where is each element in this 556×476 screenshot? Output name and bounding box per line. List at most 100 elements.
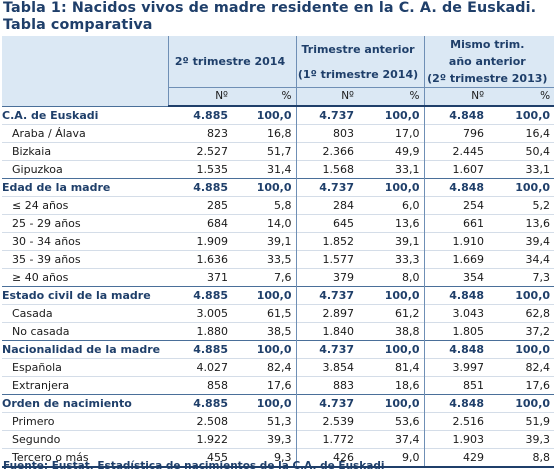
cell-count: 3.997	[424, 358, 489, 377]
cell-count: 1.903	[424, 430, 489, 449]
cell-count: 796	[424, 124, 489, 143]
cell-percent: 82,4	[232, 358, 297, 377]
cell-count: 1.910	[424, 232, 489, 251]
header-group-previous-sublabel: (1º trimestre 2014)	[297, 67, 419, 81]
cell-percent: 31,4	[232, 160, 297, 179]
row-label: Primero	[2, 412, 168, 431]
row-label: Tercero o más	[2, 448, 168, 468]
cell-count: 4.737	[296, 286, 359, 305]
row-label: Bizkaia	[2, 142, 168, 161]
cell-percent: 39,3	[488, 430, 555, 449]
cell-count: 4.737	[296, 105, 359, 125]
cell-count: 426	[296, 448, 359, 468]
cell-count: 4.848	[424, 178, 489, 197]
row-label: Araba / Álava	[2, 124, 168, 143]
cell-percent: 100,0	[358, 286, 425, 305]
table-section-row: Edad de la madre 4.885 100,0 4.737 100,0 4.84…	[2, 178, 555, 197]
cell-count: 1.535	[168, 160, 232, 179]
header-group-current: 2º trimestre 2014	[168, 36, 297, 88]
header-group-current-label: 2º trimestre 2014	[174, 55, 286, 68]
cell-count: 254	[424, 196, 489, 215]
cell-percent: 16,4	[488, 124, 555, 143]
row-label: Extranjera	[2, 376, 168, 395]
cell-percent: 9,3	[232, 448, 297, 468]
cell-count: 1.922	[168, 430, 232, 449]
cell-count: 2.527	[168, 142, 232, 161]
cell-percent: 100,0	[488, 105, 555, 125]
cell-count: 1.669	[424, 250, 489, 269]
cell-count: 851	[424, 376, 489, 395]
cell-count: 429	[424, 448, 489, 468]
cell-percent: 7,3	[488, 268, 555, 287]
cell-count: 1.805	[424, 322, 489, 341]
cell-percent: 14,0	[232, 214, 297, 233]
cell-percent: 100,0	[358, 394, 425, 413]
cell-count: 2.897	[296, 304, 359, 323]
cell-count: 2.516	[424, 412, 489, 431]
cell-percent: 51,3	[232, 412, 297, 431]
cell-percent: 100,0	[358, 178, 425, 197]
title-line-1: Tabla 1: Nacidos vivos de madre resident…	[3, 0, 537, 16]
table-row: Tercero o más 455 9,3 426 9,0 429 8,8	[2, 448, 555, 468]
row-label: Edad de la madre	[2, 178, 168, 197]
table-row: No casada 1.880 38,5 1.840 38,8 1.805 37,2	[2, 322, 555, 341]
cell-percent: 33,1	[358, 160, 425, 179]
cell-percent: 39,1	[232, 232, 297, 251]
cell-count: 379	[296, 268, 359, 287]
cell-percent: 100,0	[488, 178, 555, 197]
header-row-groups: 2º trimestre 2014 Trimestre anterior (1º…	[2, 36, 555, 106]
table-row: ≤ 24 años 285 5,8 284 6,0 254 5,2	[2, 196, 555, 215]
cell-count: 1.568	[296, 160, 359, 179]
table-section-row: Orden de nacimiento 4.885 100,0 4.737 100,0 4…	[2, 394, 555, 413]
cell-percent: 9,0	[358, 448, 425, 468]
table-title: Tabla 1: Nacidos vivos de madre resident…	[3, 0, 555, 34]
cell-percent: 16,8	[232, 124, 297, 143]
row-label: Estado civil de la madre	[2, 286, 168, 305]
row-label: Española	[2, 358, 168, 377]
cell-percent: 13,6	[358, 214, 425, 233]
cell-count: 371	[168, 268, 232, 287]
cell-percent: 61,5	[232, 304, 297, 323]
cell-percent: 34,4	[488, 250, 555, 269]
cell-percent: 100,0	[232, 286, 297, 305]
row-label: C.A. de Euskadi	[2, 105, 168, 125]
cell-count: 4.885	[168, 340, 232, 359]
row-label: Nacionalidad de la madre	[2, 340, 168, 359]
cell-count: 4.737	[296, 178, 359, 197]
cell-count: 4.885	[168, 105, 232, 125]
cell-percent: 51,7	[232, 142, 297, 161]
header-n-1: Nº	[168, 87, 232, 107]
cell-count: 4.737	[296, 340, 359, 359]
header-n-2: Nº	[296, 87, 359, 107]
cell-count: 4.885	[168, 286, 232, 305]
cell-percent: 100,0	[232, 105, 297, 125]
cell-count: 3.854	[296, 358, 359, 377]
cell-percent: 50,4	[488, 142, 555, 161]
cell-count: 858	[168, 376, 232, 395]
cell-percent: 82,4	[488, 358, 555, 377]
cell-percent: 100,0	[232, 340, 297, 359]
row-label: 35 - 39 años	[2, 250, 168, 269]
cell-count: 2.539	[296, 412, 359, 431]
row-label: Casada	[2, 304, 168, 323]
cell-count: 3.043	[424, 304, 489, 323]
table-section-row: Estado civil de la madre 4.885 100,0 4.737 1…	[2, 286, 555, 305]
header-pct-2: %	[358, 87, 425, 107]
header-group-previous-label: Trimestre anterior	[301, 42, 415, 56]
header-pct-3: %	[488, 87, 555, 107]
row-label: 25 - 29 años	[2, 214, 168, 233]
table-row: Bizkaia 2.527 51,7 2.366 49,9 2.445 50,4	[2, 142, 555, 161]
cell-count: 4.737	[296, 394, 359, 413]
table-row: 30 - 34 años 1.909 39,1 1.852 39,1 1.910 39,4	[2, 232, 555, 251]
cell-count: 1.772	[296, 430, 359, 449]
cell-count: 645	[296, 214, 359, 233]
cell-percent: 61,2	[358, 304, 425, 323]
cell-percent: 17,6	[232, 376, 297, 395]
cell-percent: 38,8	[358, 322, 425, 341]
cell-count: 4.848	[424, 340, 489, 359]
cell-percent: 53,6	[358, 412, 425, 431]
source-note: Fuente: Eustat. Estadística de nacimient…	[3, 460, 385, 472]
cell-count: 1.607	[424, 160, 489, 179]
cell-percent: 8,0	[358, 268, 425, 287]
